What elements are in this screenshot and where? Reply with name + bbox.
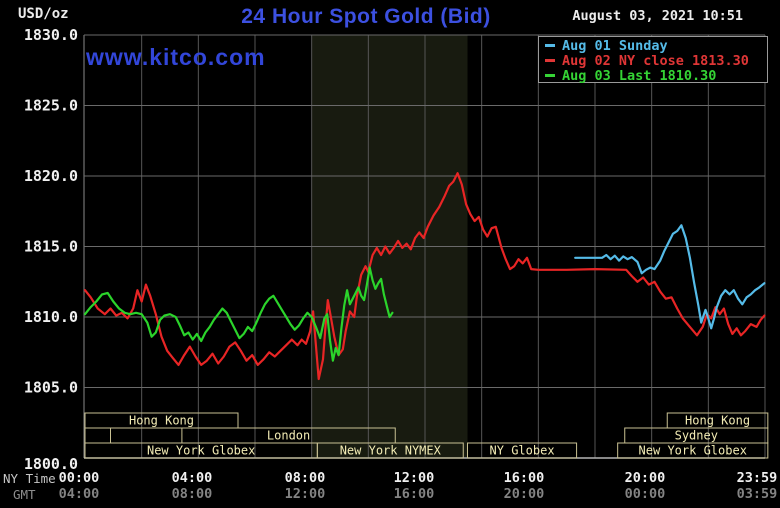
gmt-tick: 03:59 — [737, 486, 778, 502]
x-axis-gmt-label: GMT — [13, 487, 36, 502]
legend-swatch-aug03-icon — [545, 74, 555, 77]
ny-time-tick: 00:00 — [59, 470, 100, 486]
session-box-unlabeled — [84, 427, 111, 444]
ny-time-tick: 04:00 — [172, 470, 213, 486]
ny-time-tick: 23:59 — [737, 470, 778, 486]
ny-time-tick: 12:00 — [394, 470, 435, 486]
ny-time-tick: 20:00 — [625, 470, 666, 486]
y-tick-label: 1825.0 — [24, 97, 78, 115]
y-tick-label: 1805.0 — [24, 379, 78, 397]
legend-label-aug02: Aug 02 NY close 1813.30 — [562, 52, 749, 69]
session-box-hong-kong — [84, 412, 239, 429]
datetime-stamp: August 03, 2021 10:51 — [572, 8, 743, 24]
session-label: Sydney — [675, 429, 718, 443]
legend-swatch-aug02-icon — [545, 59, 555, 62]
session-label: New York Globex — [147, 444, 255, 458]
legend-label-aug01: Aug 01 Sunday — [562, 37, 668, 54]
session-label: Hong Kong — [685, 414, 750, 428]
y-tick-label: 1800.0 — [24, 455, 78, 473]
session-label: New York Globex — [639, 444, 747, 458]
series-line-1 — [574, 224, 766, 330]
legend-row-aug03: Aug 03 Last 1810.30 — [545, 67, 767, 84]
kitco-watermark-link[interactable]: www.kitco.com — [86, 44, 266, 70]
session-box-new-york-globex — [617, 442, 769, 459]
legend: Aug 01 Sunday Aug 02 NY close 1813.30 Au… — [538, 36, 768, 84]
x-axis-ny-time-label: NY Time — [3, 471, 56, 486]
gmt-tick: 12:00 — [285, 486, 326, 502]
legend-swatch-aug01-icon — [545, 44, 555, 47]
y-axis-unit-label: USD/oz — [18, 6, 69, 22]
session-box-ny-globex — [466, 442, 578, 459]
legend-label-aug03: Aug 03 Last 1810.30 — [562, 67, 717, 84]
session-box-new-york-nymex — [316, 442, 464, 459]
series-line-0 — [83, 172, 766, 381]
session-label: New York NYMEX — [340, 444, 442, 458]
page-title: 24 Hour Spot Gold (Bid) — [241, 5, 491, 28]
gmt-tick: 16:00 — [394, 486, 435, 502]
ny-time-tick: 08:00 — [285, 470, 326, 486]
legend-row-aug02: Aug 02 NY close 1813.30 — [545, 52, 767, 69]
ny-time-tick: 16:00 — [504, 470, 545, 486]
gmt-tick: 08:00 — [172, 486, 213, 502]
y-tick-label: 1810.0 — [24, 308, 78, 326]
gmt-tick: 04:00 — [59, 486, 100, 502]
y-tick-label: 1815.0 — [24, 238, 78, 256]
session-label: London — [267, 429, 310, 443]
legend-row-aug01: Aug 01 Sunday — [545, 37, 767, 54]
series-line-2 — [83, 266, 394, 362]
y-tick-label: 1830.0 — [24, 26, 78, 44]
session-label: NY Globex — [490, 444, 555, 458]
gmt-tick: 00:00 — [625, 486, 666, 502]
gmt-tick: 20:00 — [504, 486, 545, 502]
y-tick-label: 1820.0 — [24, 167, 78, 185]
session-label: Hong Kong — [129, 414, 194, 428]
